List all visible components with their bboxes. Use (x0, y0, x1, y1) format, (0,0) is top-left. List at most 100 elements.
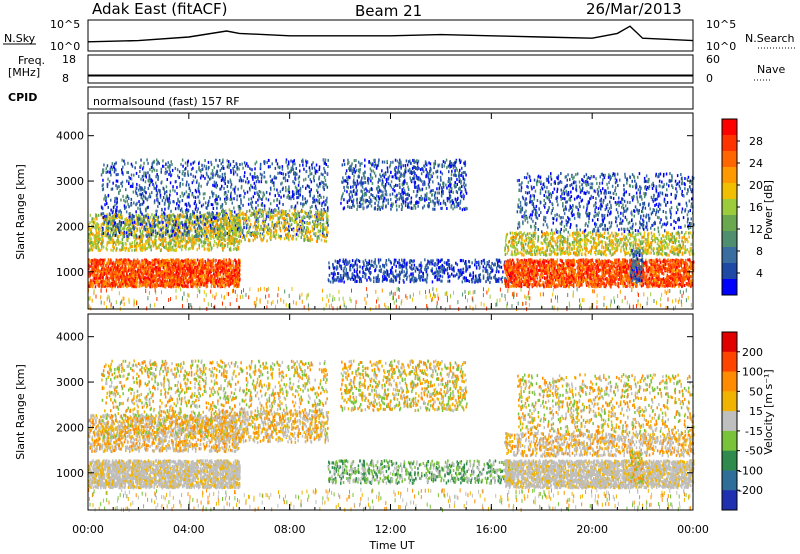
rti-cell (121, 168, 123, 172)
rti-cell (181, 271, 184, 275)
rti-cell (127, 219, 130, 223)
rti-cell (142, 197, 144, 201)
rti-cell (144, 280, 146, 284)
rti-cell (92, 282, 94, 285)
rti-cell (217, 262, 219, 266)
rti-cell (213, 184, 216, 188)
rti-cell (93, 291, 95, 296)
rti-cell (121, 259, 123, 263)
rti-cell (326, 294, 328, 299)
rti-cell (156, 297, 158, 301)
freq-tick-bottom: 8 (62, 72, 69, 85)
rti-cell (119, 231, 122, 235)
rti-cell (124, 247, 126, 251)
rti-cell (107, 258, 110, 262)
rti-cell (161, 217, 163, 221)
rti-cell (217, 243, 219, 247)
rti-cell (125, 210, 128, 214)
rti-cell (202, 268, 205, 272)
rti-cell (113, 280, 115, 284)
rti-cell (240, 199, 242, 203)
rti-cell (186, 281, 189, 285)
rti-cell (256, 296, 258, 301)
rti-cell (209, 271, 211, 275)
rti-cell (179, 216, 181, 220)
rti-cell (122, 242, 124, 246)
rti-cell (166, 280, 168, 284)
rti-cell (528, 303, 530, 307)
rti-cell (173, 278, 176, 282)
rti-cell (650, 292, 652, 297)
rti-cell (99, 276, 101, 280)
rti-cell (110, 230, 112, 234)
rti-cell (128, 297, 130, 302)
rti-cell (212, 294, 214, 299)
rti-cell (113, 219, 115, 223)
rti-cell (174, 260, 176, 264)
rti-cell (223, 295, 225, 300)
rti-cell (112, 217, 114, 221)
rti-cell (121, 238, 124, 242)
rti-cell (139, 239, 142, 243)
rti-cell (133, 233, 135, 237)
rti-cell (189, 239, 191, 243)
rti-cell (132, 190, 135, 194)
rti-cell (194, 175, 197, 179)
rti-cell (232, 240, 235, 244)
rti-cell (168, 269, 170, 273)
rti-cell (406, 296, 408, 300)
rti-cell (240, 184, 243, 188)
rti-cell (169, 239, 171, 243)
rti-cell (102, 263, 104, 267)
rti-cell (126, 234, 128, 238)
rti-cell (169, 213, 171, 217)
rti-cell (106, 278, 109, 282)
rti-cell (276, 188, 278, 192)
rti-cell (210, 160, 212, 164)
rti-cell (116, 216, 118, 219)
rti-cell (225, 279, 228, 283)
rti-cell (131, 278, 133, 282)
rti-cell (113, 272, 115, 276)
rti-cell (257, 287, 259, 292)
rti-cell (124, 258, 126, 262)
rti-cell (187, 225, 190, 229)
rti-cell (121, 271, 124, 275)
rti-cell (213, 180, 216, 184)
rti-cell (216, 198, 218, 202)
rti-cell (110, 265, 112, 269)
rti-cell (153, 283, 155, 287)
rti-cell (222, 270, 225, 274)
rti-cell (177, 230, 179, 234)
rti-cell (241, 289, 242, 294)
rti-cell (189, 259, 192, 263)
rti-cell (283, 299, 285, 304)
rti-cell (95, 213, 97, 217)
rti-cell (219, 259, 222, 263)
rti-cell (164, 284, 166, 288)
rti-cell (188, 203, 190, 207)
rti-cell (117, 214, 120, 218)
rti-cell (142, 217, 144, 221)
rti-cell (263, 162, 266, 166)
rti-cell (191, 246, 193, 250)
rti-cell (667, 289, 669, 294)
rti-cell (180, 287, 182, 292)
rti-cell (158, 271, 160, 275)
rti-cell (165, 185, 168, 189)
rti-cell (211, 230, 214, 234)
rti-cell (198, 270, 200, 274)
rti-cell (211, 235, 213, 239)
rti-cell (207, 302, 209, 307)
rti-cell (239, 163, 241, 166)
rti-cell (101, 266, 104, 270)
rti-cell (243, 161, 246, 165)
rti-cell (103, 258, 105, 262)
rti-cell (398, 295, 400, 300)
rti-cell (155, 223, 158, 227)
rti-cell (267, 286, 269, 291)
rti-cell (207, 243, 210, 247)
rti-cell (105, 247, 108, 251)
rti-cell (227, 280, 229, 283)
rti-cell (318, 198, 320, 202)
